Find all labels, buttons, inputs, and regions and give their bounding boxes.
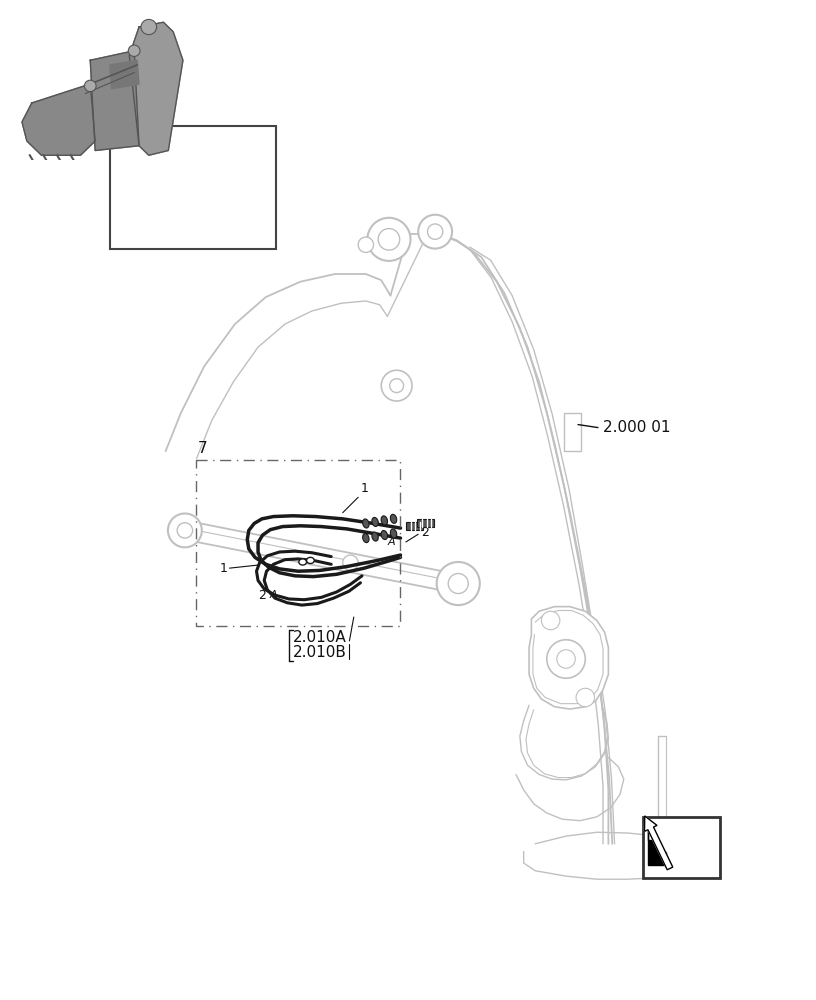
Circle shape <box>168 513 202 547</box>
Circle shape <box>448 574 468 594</box>
Bar <box>643 817 720 878</box>
Circle shape <box>358 237 374 252</box>
Circle shape <box>437 562 480 605</box>
Ellipse shape <box>362 534 369 543</box>
Text: 1: 1 <box>220 562 227 575</box>
Bar <box>197 460 401 626</box>
Text: A: A <box>269 590 277 600</box>
Ellipse shape <box>390 529 397 538</box>
Text: 2.010A: 2.010A <box>293 630 347 645</box>
Circle shape <box>390 379 404 393</box>
Polygon shape <box>129 22 183 155</box>
Ellipse shape <box>372 517 379 526</box>
Text: 2.000 01: 2.000 01 <box>603 420 671 436</box>
Ellipse shape <box>372 532 379 541</box>
Ellipse shape <box>390 514 397 523</box>
Text: 1: 1 <box>361 482 368 495</box>
FancyArrow shape <box>645 816 672 870</box>
Bar <box>406 522 423 530</box>
Ellipse shape <box>299 559 307 565</box>
Polygon shape <box>529 607 609 709</box>
Bar <box>418 519 434 527</box>
Ellipse shape <box>381 516 388 525</box>
Circle shape <box>343 555 358 570</box>
Ellipse shape <box>362 519 369 528</box>
Circle shape <box>378 229 400 250</box>
Circle shape <box>541 611 560 630</box>
Polygon shape <box>22 84 95 155</box>
Circle shape <box>367 218 410 261</box>
Polygon shape <box>110 60 139 89</box>
Polygon shape <box>91 51 139 150</box>
Circle shape <box>381 370 412 401</box>
Text: 7: 7 <box>198 441 207 456</box>
Circle shape <box>141 19 157 35</box>
Text: 2: 2 <box>258 589 266 602</box>
Circle shape <box>557 650 575 668</box>
Polygon shape <box>648 821 666 865</box>
Polygon shape <box>564 413 582 451</box>
Circle shape <box>547 640 585 678</box>
Text: 2: 2 <box>421 526 429 539</box>
Circle shape <box>419 215 452 249</box>
Ellipse shape <box>381 530 388 540</box>
Circle shape <box>84 80 96 92</box>
Bar <box>110 126 276 249</box>
Text: 2.010B: 2.010B <box>293 645 347 660</box>
Circle shape <box>128 45 140 56</box>
Text: A: A <box>388 537 395 547</box>
Circle shape <box>177 523 193 538</box>
Circle shape <box>428 224 443 239</box>
Circle shape <box>576 688 595 707</box>
Ellipse shape <box>307 557 314 564</box>
